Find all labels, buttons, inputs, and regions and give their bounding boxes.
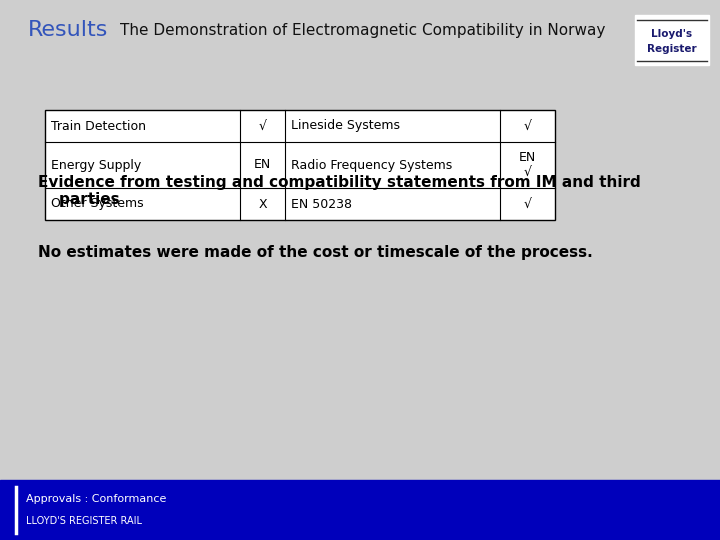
Text: Results: Results [28, 20, 109, 40]
Text: Train Detection: Train Detection [51, 119, 146, 132]
Text: Energy Supply: Energy Supply [51, 159, 141, 172]
Text: No estimates were made of the cost or timescale of the process.: No estimates were made of the cost or ti… [38, 245, 593, 260]
Text: Approvals : Conformance: Approvals : Conformance [26, 494, 166, 504]
Text: The Demonstration of Electromagnetic Compatibility in Norway: The Demonstration of Electromagnetic Com… [120, 23, 606, 37]
Bar [0, 480, 720, 540]
Text: √: √ [523, 119, 531, 132]
Text: √: √ [258, 119, 266, 132]
Text: EN
√: EN √ [519, 151, 536, 179]
Text: Radio Frequency Systems: Radio Frequency Systems [291, 159, 452, 172]
Text: Lineside Systems: Lineside Systems [291, 119, 400, 132]
Text: LLOYD'S REGISTER RAIL: LLOYD'S REGISTER RAIL [26, 516, 142, 526]
Text: Evidence from testing and compatibility statements from IM and third
    parties: Evidence from testing and compatibility … [38, 175, 641, 207]
Text: Other Systems: Other Systems [51, 198, 143, 211]
Text: Register: Register [647, 44, 697, 54]
FancyBboxPatch shape [635, 15, 709, 65]
Text: EN: EN [254, 159, 271, 172]
Bar [45, 110, 555, 220]
Text: X: X [258, 198, 267, 211]
Text: √: √ [523, 198, 531, 211]
Text: EN 50238: EN 50238 [291, 198, 352, 211]
Text: Lloyd's: Lloyd's [652, 29, 693, 39]
